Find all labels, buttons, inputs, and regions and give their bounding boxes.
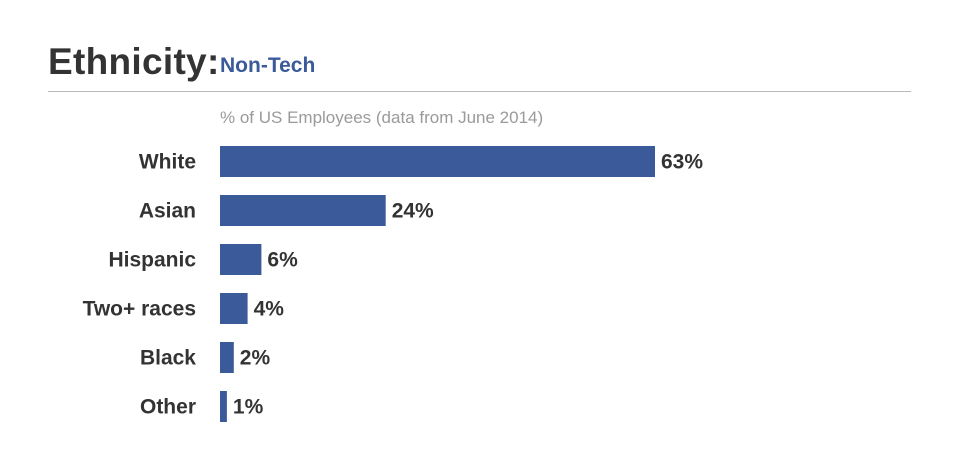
category-label-asian: Asian <box>139 200 196 223</box>
category-label-white: White <box>139 151 196 174</box>
bar-hispanic <box>220 244 262 275</box>
value-label-two-races: 4% <box>254 298 285 321</box>
title-divider <box>48 91 911 92</box>
bar-white <box>220 146 655 177</box>
category-label-other: Other <box>140 396 196 419</box>
chart-caption: % of US Employees (data from June 2014) <box>220 108 543 127</box>
bar-two-races <box>220 293 248 324</box>
category-label-two-races: Two+ races <box>83 298 196 321</box>
bar-other <box>220 391 227 422</box>
value-label-black: 2% <box>240 347 271 370</box>
value-label-hispanic: 6% <box>267 249 298 272</box>
category-label-black: Black <box>140 347 196 370</box>
bar-asian <box>220 195 386 226</box>
chart-subtitle: Non-Tech <box>220 54 316 77</box>
value-label-asian: 24% <box>392 200 434 223</box>
category-label-hispanic: Hispanic <box>108 249 196 272</box>
chart-title: Ethnicity: <box>48 41 220 82</box>
bar-black <box>220 342 234 373</box>
value-label-white: 63% <box>661 151 703 174</box>
bars-group: White 63% Asian 24% Hispanic 6% Two+ races 4% Bl… <box>83 146 703 422</box>
value-label-other: 1% <box>233 396 264 419</box>
